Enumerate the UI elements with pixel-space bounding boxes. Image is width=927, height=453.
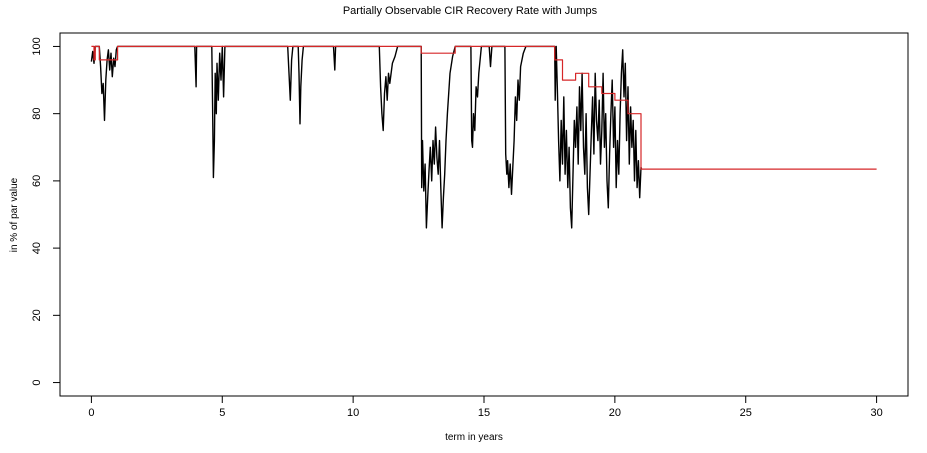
series-line-2 [91, 45, 877, 170]
y-tick-label: 40 [31, 242, 43, 254]
x-tick-label: 20 [609, 407, 621, 419]
x-tick-label: 5 [219, 407, 225, 419]
x-tick-label: 25 [740, 407, 752, 419]
y-tick-label: 0 [31, 379, 43, 385]
plot-frame [59, 32, 909, 397]
series-layer [90, 45, 877, 229]
x-tick-label: 30 [870, 407, 882, 419]
x-tick-label: 0 [88, 407, 94, 419]
x-tick-label: 15 [478, 407, 490, 419]
y-tick-label: 100 [31, 37, 43, 55]
series-line-1 [90, 45, 643, 229]
y-tick-label: 80 [31, 108, 43, 120]
y-axis-title: in % of par value [9, 177, 20, 252]
x-axis-title: term in years [445, 432, 503, 443]
y-tick-label: 60 [31, 175, 43, 187]
y-axis: 0 20 40 60 80 100 [31, 37, 61, 386]
x-axis: 0 5 10 15 20 25 30 [88, 395, 883, 419]
x-tick-label: 10 [347, 407, 359, 419]
chart-title: Partially Observable CIR Recovery Rate w… [343, 5, 598, 17]
y-tick-label: 20 [31, 309, 43, 321]
